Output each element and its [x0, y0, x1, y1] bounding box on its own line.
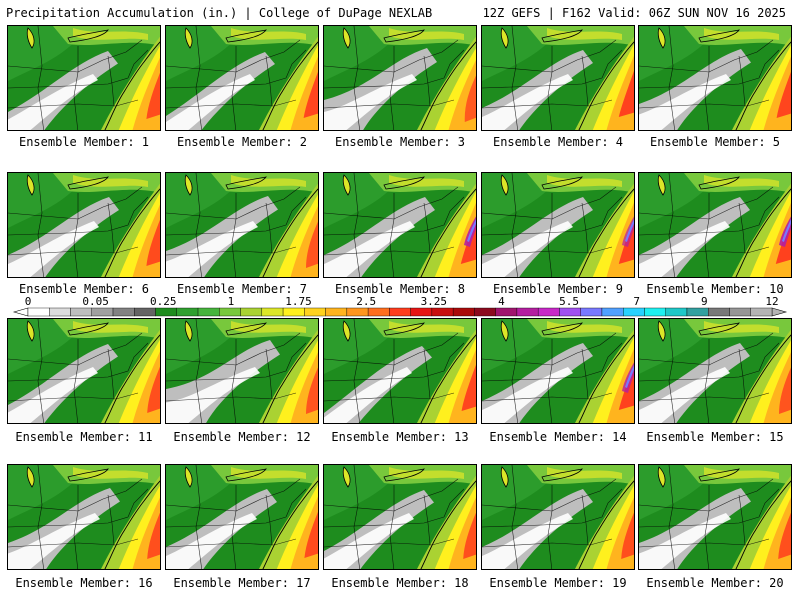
- ensemble-member-label: Ensemble Member: 10: [646, 282, 784, 296]
- colorbar-swatch: [516, 307, 539, 317]
- ensemble-member-label: Ensemble Member: 14: [489, 430, 627, 444]
- colorbar-swatch: [112, 307, 135, 317]
- colorbar-swatch: [708, 307, 730, 317]
- colorbar-swatch: [261, 307, 284, 317]
- ensemble-member-map: [481, 172, 635, 278]
- ensemble-member-map: [7, 464, 161, 570]
- colorbar-swatch: [155, 307, 178, 317]
- ensemble-member-label: Ensemble Member: 5: [649, 135, 781, 149]
- colorbar-tick-label: 0.05: [82, 296, 109, 308]
- ensemble-member-map: [323, 25, 477, 131]
- ensemble-member-map: [323, 172, 477, 278]
- ensemble-member-map: [7, 172, 161, 278]
- colorbar-swatch: [49, 307, 71, 317]
- colorbar-swatch: [367, 307, 390, 317]
- colorbar-swatch: [346, 307, 369, 317]
- ensemble-member-label: Ensemble Member: 15: [646, 430, 784, 444]
- ensemble-member-map: [481, 25, 635, 131]
- colorbar-swatch: [282, 307, 305, 317]
- ensemble-member-label: Ensemble Member: 6: [18, 282, 150, 296]
- ensemble-member-map: [638, 464, 792, 570]
- colorbar-swatch: [474, 307, 496, 317]
- ensemble-member-label: Ensemble Member: 2: [176, 135, 308, 149]
- ensemble-member-label: Ensemble Member: 18: [331, 576, 469, 590]
- ensemble-member-label: Ensemble Member: 19: [489, 576, 627, 590]
- colorbar-tick-label: 3.25: [421, 296, 448, 308]
- page-title: Precipitation Accumulation (in.) | Colle…: [6, 6, 433, 20]
- colorbar-swatch: [665, 307, 688, 317]
- ensemble-member-map: [638, 318, 792, 424]
- colorbar-swatch: [559, 307, 581, 317]
- colorbar-tick-label: 9: [701, 296, 708, 308]
- ensemble-member-label: Ensemble Member: 8: [334, 282, 466, 296]
- colorbar-tick-label: 2.5: [356, 296, 376, 308]
- ensemble-member-label: Ensemble Member: 11: [15, 430, 153, 444]
- ensemble-member-map: [7, 318, 161, 424]
- colorbar-swatch: [410, 307, 433, 317]
- colorbar-swatch: [197, 307, 220, 317]
- ensemble-member-map: [165, 25, 319, 131]
- colorbar-tick-label: 1.75: [285, 296, 312, 308]
- colorbar-swatch: [219, 307, 241, 317]
- ensemble-member-map: [481, 464, 635, 570]
- ensemble-member-map: [323, 318, 477, 424]
- ensemble-member-label: Ensemble Member: 1: [18, 135, 150, 149]
- color-legend: 0 0.05 0.25 1 1.75 2.5 3.25 4 5.5 7 9 12: [10, 296, 790, 320]
- ensemble-member-label: Ensemble Member: 9: [492, 282, 624, 296]
- colorbar-tick-label: 12: [765, 296, 778, 308]
- colorbar-swatch: [495, 307, 518, 317]
- colorbar-swatch: [729, 307, 751, 317]
- colorbar-swatch: [431, 307, 454, 317]
- ensemble-member-label: Ensemble Member: 13: [331, 430, 469, 444]
- colorbar-swatch: [601, 307, 624, 317]
- ensemble-member-label: Ensemble Member: 7: [176, 282, 308, 296]
- colorbar-swatch: [240, 307, 263, 317]
- ensemble-member-map: [638, 25, 792, 131]
- colorbar-tick-label: 1: [228, 296, 235, 308]
- ensemble-member-label: Ensemble Member: 3: [334, 135, 466, 149]
- ensemble-member-label: Ensemble Member: 20: [646, 576, 784, 590]
- colorbar-swatch: [70, 307, 92, 317]
- colorbar-swatch: [27, 307, 50, 317]
- ensemble-member-map: [7, 25, 161, 131]
- run-info: 12Z GEFS | F162 Valid: 06Z SUN NOV 16 20…: [482, 6, 786, 20]
- colorbar-min-cap: [12, 307, 29, 317]
- ensemble-member-map: [481, 318, 635, 424]
- colorbar-swatch: [580, 307, 603, 317]
- colorbar-swatch: [537, 307, 560, 317]
- colorbar-max-cap: [771, 307, 788, 317]
- colorbar-swatch: [304, 307, 326, 317]
- ensemble-member-map: [165, 318, 319, 424]
- colorbar-swatch: [644, 307, 666, 317]
- ensemble-member-map: [165, 172, 319, 278]
- colorbar-swatch: [452, 307, 475, 317]
- colorbar-swatch: [91, 307, 114, 317]
- colorbar-tick-label: 4: [498, 296, 505, 308]
- ensemble-member-label: Ensemble Member: 16: [15, 576, 153, 590]
- colorbar-swatch: [176, 307, 199, 317]
- colorbar-tick-label: 5.5: [559, 296, 579, 308]
- colorbar-tick-label: 7: [633, 296, 640, 308]
- ensemble-member-map: [165, 464, 319, 570]
- colorbar-tick-label: 0.25: [150, 296, 177, 308]
- colorbar-tick-label: 0: [25, 296, 32, 308]
- colorbar-swatch: [134, 307, 156, 317]
- colorbar-swatch: [623, 307, 645, 317]
- ensemble-member-map: [638, 172, 792, 278]
- colorbar-swatch: [686, 307, 709, 317]
- colorbar-swatch: [325, 307, 348, 317]
- colorbar-swatch: [750, 307, 773, 317]
- ensemble-member-label: Ensemble Member: 12: [173, 430, 311, 444]
- ensemble-member-label: Ensemble Member: 4: [492, 135, 624, 149]
- ensemble-member-map: [323, 464, 477, 570]
- colorbar-swatch: [389, 307, 411, 317]
- ensemble-member-label: Ensemble Member: 17: [173, 576, 311, 590]
